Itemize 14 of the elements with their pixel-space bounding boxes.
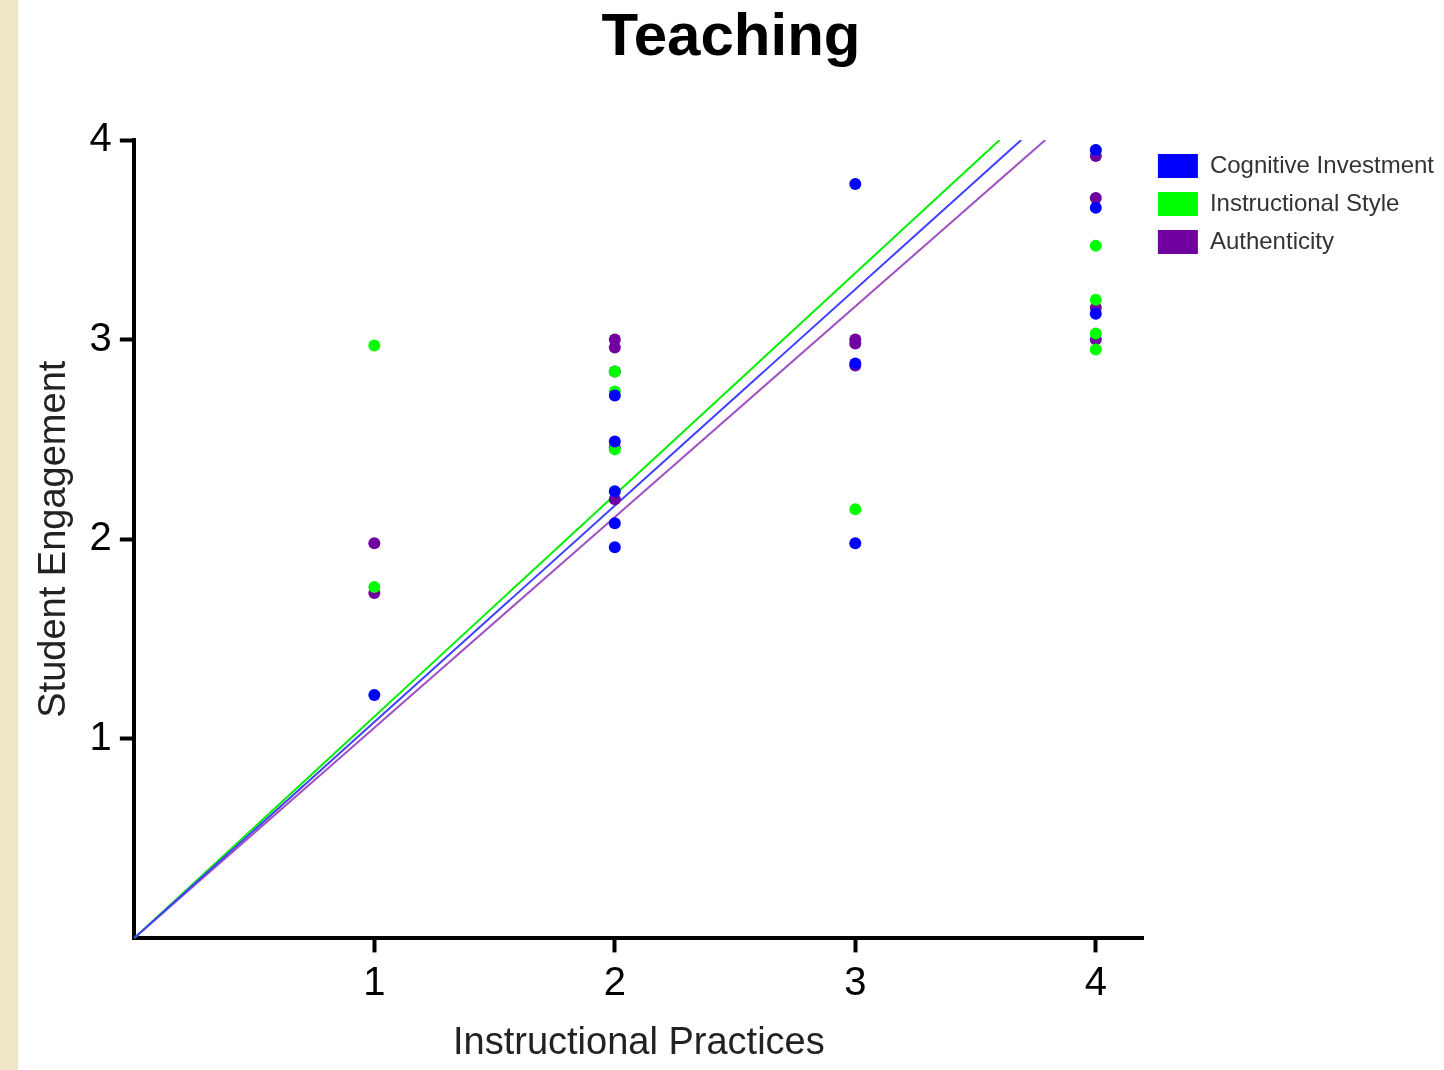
y-tick-label: 1 [89, 713, 112, 758]
legend-label: Authenticity [1209, 226, 1334, 254]
x-axis-title: Instructional Practices [453, 1019, 825, 1062]
legend-label: Instructional Style [1209, 188, 1400, 216]
chart-title: Teaching [600, 0, 862, 70]
y-tick-label: 4 [89, 115, 112, 160]
y-tick-label: 2 [89, 514, 112, 559]
x-tick-label: 1 [363, 959, 386, 1004]
y-tick-label: 3 [89, 314, 112, 359]
legend-label: Cognitive Investment [1209, 150, 1435, 178]
y-axis-title: Student Engagement [31, 360, 74, 718]
x-tick-label: 3 [844, 959, 867, 1004]
x-tick-label: 4 [1084, 959, 1107, 1004]
x-tick-label: 2 [603, 959, 626, 1004]
